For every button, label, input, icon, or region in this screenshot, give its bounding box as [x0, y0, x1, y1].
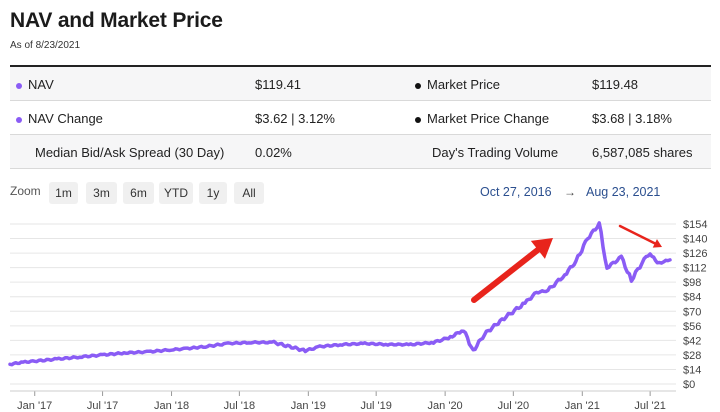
- volume-value: 6,587,085 shares: [592, 145, 693, 160]
- nav-change-value: $3.62 | 3.12%: [255, 111, 335, 126]
- y-tick-label: $0: [683, 379, 695, 391]
- market-price-label: Market Price: [415, 77, 500, 92]
- y-axis-ticks: $0 $14 $28 $42 $56 $70 $84 $98 $112 $126 $140 $154: [683, 219, 707, 391]
- pullback-arrow-annotation: [618, 224, 662, 248]
- x-tick-label: Jan '21: [565, 400, 600, 412]
- spread-label: Median Bid/Ask Spread (30 Day): [35, 145, 225, 160]
- y-tick-label: $14: [683, 364, 701, 376]
- x-tick-label: Jan '19: [291, 400, 326, 412]
- stats-row-price: NAV $119.41 Market Price $119.48: [10, 67, 711, 101]
- range-from[interactable]: Oct 27, 2016: [480, 185, 552, 199]
- nav-series-line: [8, 221, 672, 367]
- zoom-1y-button[interactable]: 1y: [199, 182, 227, 204]
- market-price-change-dot: [415, 116, 421, 123]
- market-price-change-label-text: Market Price Change: [427, 111, 550, 126]
- range-to[interactable]: Aug 23, 2021: [586, 185, 661, 199]
- nav-change-label: NAV Change: [16, 111, 103, 126]
- zoom-3m-button[interactable]: 3m: [86, 182, 117, 204]
- x-tick-label: Jul '20: [498, 400, 529, 412]
- nav-label-text: NAV: [28, 77, 54, 92]
- chart-grid: [10, 223, 676, 385]
- stats-table: NAV $119.41 Market Price $119.48 NAV Cha…: [10, 65, 711, 169]
- volume-label: Day's Trading Volume: [432, 145, 559, 160]
- page-title: NAV and Market Price: [10, 9, 223, 32]
- zoom-1m-button[interactable]: 1m: [49, 182, 78, 204]
- nav-legend-dot: [16, 82, 22, 89]
- x-tick-label: Jul '19: [360, 400, 391, 412]
- market-price-legend-dot: [415, 82, 421, 89]
- spread-value: 0.02%: [255, 145, 292, 160]
- x-tick-label: Jul '21: [634, 400, 665, 412]
- y-tick-label: $154: [683, 219, 707, 231]
- nav-value: $119.41: [255, 77, 302, 92]
- y-tick-label: $84: [683, 292, 701, 304]
- market-price-change-value: $3.68 | 3.18%: [592, 111, 672, 126]
- market-price-label-text: Market Price: [427, 77, 500, 92]
- market-price-value: $119.48: [592, 77, 639, 92]
- y-tick-label: $56: [683, 321, 701, 333]
- stats-row-trading: Median Bid/Ask Spread (30 Day) 0.02% Day…: [10, 135, 711, 169]
- x-tick-label: Jan '17: [17, 400, 52, 412]
- annotations: [471, 224, 662, 303]
- x-tick-label: Jan '20: [428, 400, 463, 412]
- y-tick-label: $98: [683, 277, 701, 289]
- y-tick-label: $42: [683, 335, 701, 347]
- zoom-ytd-button[interactable]: YTD: [159, 182, 193, 204]
- nav-change-dot: [16, 116, 22, 123]
- x-axis-ticks: Jan '17 Jul '17 Jan '18 Jul '18 Jan '19 Jul '…: [10, 390, 676, 412]
- as-of-date: As of 8/23/2021: [10, 40, 81, 51]
- y-tick-label: $70: [683, 306, 701, 318]
- range-separator: →: [564, 185, 576, 199]
- zoom-all-button[interactable]: All: [234, 182, 264, 204]
- y-tick-label: $112: [683, 263, 707, 275]
- zoom-label: Zoom: [10, 184, 41, 198]
- x-tick-label: Jan '18: [154, 400, 189, 412]
- x-tick-label: Jul '17: [87, 400, 118, 412]
- nav-change-label-text: NAV Change: [28, 111, 103, 126]
- y-tick-label: $126: [683, 248, 707, 260]
- market-price-change-label: Market Price Change: [415, 111, 549, 126]
- x-tick-label: Jul '18: [224, 400, 255, 412]
- trend-arrow-annotation: [471, 238, 553, 303]
- stats-row-change: NAV Change $3.62 | 3.12% Market Price Ch…: [10, 101, 711, 135]
- y-tick-label: $140: [683, 234, 707, 246]
- nav-label: NAV: [16, 77, 54, 92]
- y-tick-label: $28: [683, 350, 701, 362]
- zoom-6m-button[interactable]: 6m: [123, 182, 154, 204]
